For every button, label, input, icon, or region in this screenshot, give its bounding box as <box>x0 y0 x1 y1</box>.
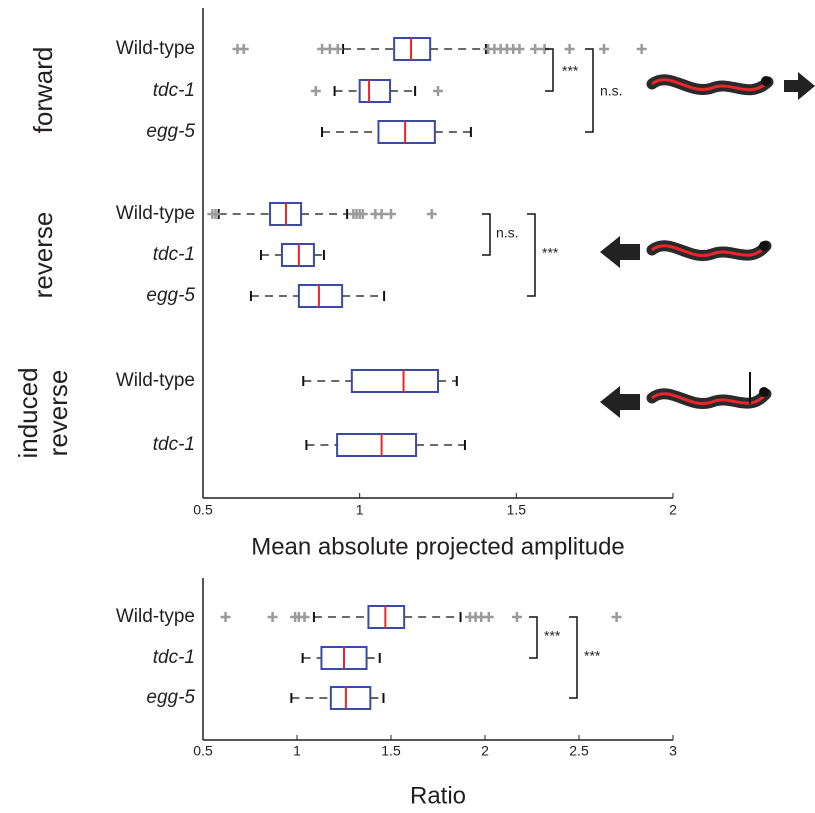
box <box>329 686 372 710</box>
box <box>393 37 432 61</box>
outlier <box>433 86 443 96</box>
group-label: inducedreverse <box>13 367 73 458</box>
outlier <box>511 612 522 622</box>
row-label: Wild-type <box>116 370 195 391</box>
worm-forward <box>646 72 815 100</box>
x-axis-label: Ratio <box>410 782 466 809</box>
group-label: forward <box>28 47 58 134</box>
outlier <box>636 44 647 54</box>
box <box>336 433 418 457</box>
x-tick-label: 2 <box>669 502 677 518</box>
outlier <box>376 209 387 219</box>
significance-bracket <box>529 616 538 659</box>
box <box>350 369 440 393</box>
row-label: egg-5 <box>146 285 195 306</box>
outlier <box>386 209 396 219</box>
significance-label: n.s. <box>496 225 519 241</box>
worm-induced <box>600 372 772 418</box>
x-tick-label: 1.5 <box>381 743 401 759</box>
outlier <box>210 209 221 219</box>
worm-icons <box>600 72 815 418</box>
significance-label: *** <box>584 648 601 664</box>
box <box>377 120 436 144</box>
x-tick-label: 2 <box>481 743 489 759</box>
outlier <box>332 44 343 54</box>
x-tick-label: 1 <box>356 502 364 518</box>
significance-label: *** <box>562 63 579 79</box>
outlier <box>483 612 494 622</box>
outlier <box>599 44 610 54</box>
x-tick-label: 0.5 <box>193 502 213 518</box>
box <box>297 284 344 308</box>
row-label: egg-5 <box>146 687 195 708</box>
outlier <box>220 612 231 622</box>
row-label: egg-5 <box>146 121 195 142</box>
outlier <box>299 612 310 622</box>
outlier <box>611 612 622 622</box>
row-label: Wild-type <box>116 203 195 224</box>
row-label: Wild-type <box>116 606 195 627</box>
x-tick-label: 0.5 <box>193 743 213 759</box>
outlier <box>530 44 541 54</box>
significance-bracket <box>585 48 594 133</box>
outlier <box>267 612 278 622</box>
x-axis-label: Mean absolute projected amplitude <box>251 533 625 560</box>
group-label: reverse <box>28 212 58 299</box>
row-label: tdc-1 <box>153 434 195 455</box>
x-tick-label: 1.5 <box>507 502 527 518</box>
significance-bracket <box>482 213 491 256</box>
outlier <box>514 44 525 54</box>
x-tick-label: 1 <box>293 743 301 759</box>
significance-label: n.s. <box>600 83 623 99</box>
outlier <box>238 44 249 54</box>
row-label: tdc-1 <box>153 244 195 265</box>
outlier <box>564 44 575 54</box>
outlier <box>426 209 437 219</box>
significance-bracket <box>545 48 554 92</box>
significance-label: *** <box>542 245 559 261</box>
box <box>358 79 392 103</box>
outlier <box>310 86 321 96</box>
significance-bracket <box>527 213 536 297</box>
significance-label: *** <box>544 628 561 644</box>
outlier <box>357 209 368 219</box>
row-label: tdc-1 <box>153 80 195 101</box>
x-tick-label: 2.5 <box>569 743 589 759</box>
row-label: Wild-type <box>116 38 195 59</box>
row-label: tdc-1 <box>153 647 195 668</box>
worm-reverse <box>600 236 772 268</box>
significance-bracket <box>569 616 578 699</box>
x-tick-label: 3 <box>669 743 677 759</box>
